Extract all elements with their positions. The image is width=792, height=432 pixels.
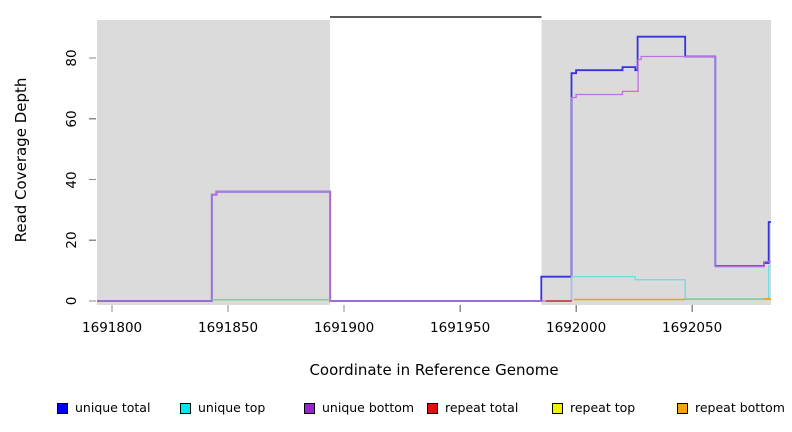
y-tick-label: 0: [64, 296, 80, 306]
x-tick-label: 1691800: [82, 320, 143, 336]
series-unique-bottom: [97, 55, 771, 302]
x-tick-label: 1692050: [662, 320, 723, 336]
x-tick-label: 1692000: [546, 320, 607, 336]
y-tick-label: 20: [64, 231, 80, 249]
shaded-region-1: [97, 20, 331, 305]
shaded-region-2: [541, 20, 771, 305]
x-axis-title: Coordinate in Reference Genome: [309, 361, 559, 379]
x-tick-label: 1691950: [430, 320, 491, 336]
series-unique-top: [570, 265, 771, 301]
y-tick-label: 60: [64, 110, 80, 128]
x-tick-label: 1691900: [314, 320, 375, 336]
y-tick-label: 40: [64, 170, 80, 189]
x-tick-label: 1691850: [198, 320, 259, 336]
y-axis-title: Read Coverage Depth: [12, 77, 30, 243]
y-tick-label: 80: [64, 49, 80, 67]
